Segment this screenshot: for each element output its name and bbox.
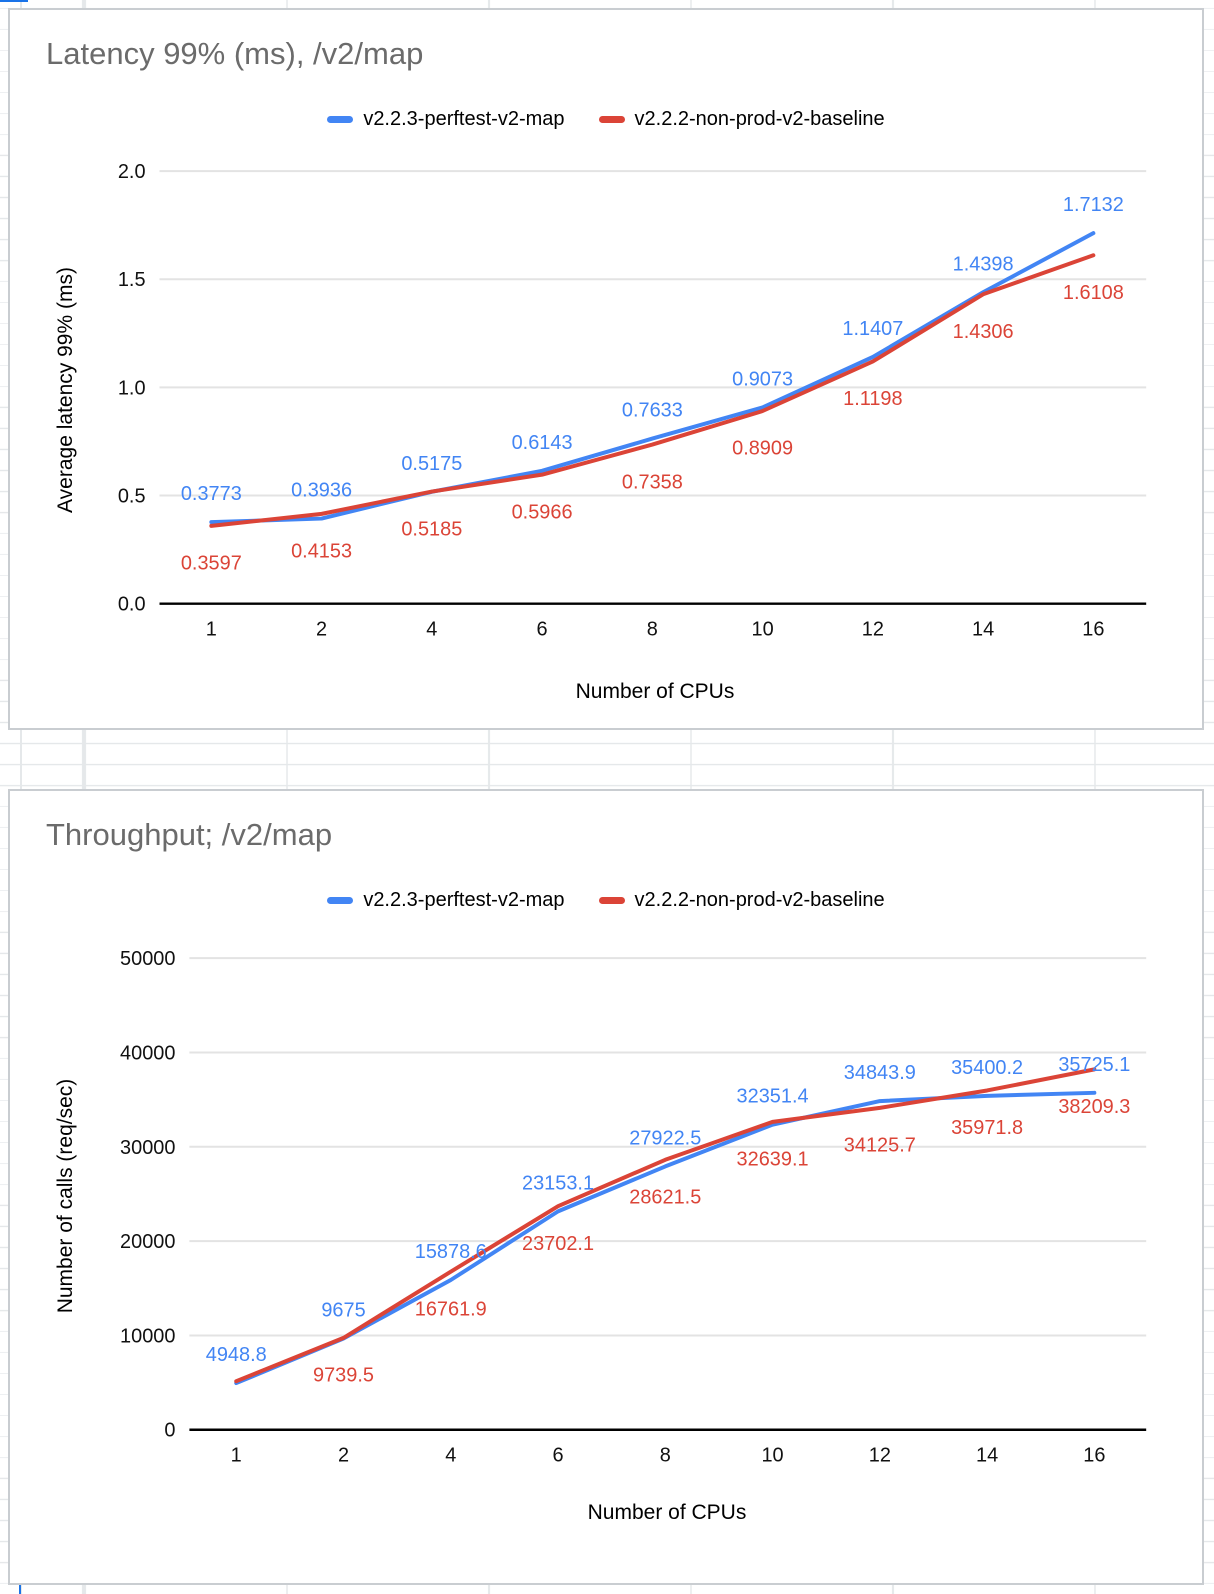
series-line-v2.2.2-non-prod-v2-baseline (209, 253, 1096, 528)
y-axis-title: Average latency 99% (ms) (54, 267, 77, 513)
legend-item: v2.2.2-non-prod-v2-baseline (598, 889, 885, 912)
legend-label: v2.2.3-perftest-v2-map (363, 889, 565, 911)
legend-label: v2.2.2-non-prod-v2-baseline (634, 108, 885, 130)
point-label: 0.8909 (732, 438, 793, 460)
point-label: 16761.9 (415, 1298, 487, 1320)
y-tick-label: 50000 (120, 948, 175, 970)
legend-swatch-blue (327, 116, 354, 123)
x-tick-label: 12 (862, 619, 884, 641)
y-tick-label: 0.0 (118, 594, 146, 616)
point-label: 28621.5 (629, 1187, 701, 1209)
point-label: 0.4153 (291, 541, 352, 563)
point-label: 0.3597 (181, 553, 242, 575)
x-tick-label: 16 (1083, 1445, 1105, 1467)
chart-title: Latency 99% (ms), /v2/map (46, 36, 424, 71)
chart-panel-throughput[interactable]: 0 10000 20000 30000 40000 50000 1 2 4 6 8 10 12 14 16 4… (8, 789, 1204, 1585)
point-label: 32639.1 (737, 1149, 809, 1171)
legend-swatch-red (598, 116, 625, 123)
y-tick-label: 30000 (120, 1137, 175, 1159)
point-label: 0.6143 (512, 432, 573, 454)
point-label: 0.5175 (401, 453, 462, 475)
y-tick-label: 2.0 (118, 161, 146, 183)
point-label: 0.5185 (401, 518, 462, 540)
point-label: 0.3936 (291, 480, 352, 502)
x-tick-label: 1 (231, 1445, 242, 1467)
point-label: 38209.3 (1058, 1096, 1130, 1118)
y-tick-label: 10000 (120, 1325, 175, 1347)
point-label: 1.1407 (842, 318, 903, 340)
legend-item: v2.2.3-perftest-v2-map (327, 108, 565, 131)
legend-label: v2.2.3-perftest-v2-map (363, 108, 565, 130)
legend-swatch-red (598, 897, 625, 904)
chart-title: Throughput; /v2/map (46, 817, 333, 852)
point-label: 35400.2 (951, 1057, 1023, 1079)
point-label: 0.5966 (512, 501, 573, 523)
y-tick-label: 1.5 (118, 269, 146, 291)
point-label: 1.6108 (1063, 282, 1124, 304)
point-label: 23702.1 (522, 1233, 594, 1255)
x-tick-label: 16 (1082, 619, 1104, 641)
legend-item: v2.2.3-perftest-v2-map (327, 889, 565, 912)
x-tick-label: 10 (752, 619, 774, 641)
x-axis-title: Number of CPUs (587, 1501, 747, 1524)
point-label: 0.7358 (622, 471, 683, 493)
point-label: 27922.5 (629, 1128, 701, 1150)
point-label: 0.9073 (732, 369, 793, 391)
chart-legend: v2.2.3-perftest-v2-map v2.2.2-non-prod-v… (10, 108, 1202, 131)
y-tick-label: 1.0 (118, 377, 146, 399)
point-label: 9675 (321, 1300, 365, 1322)
x-tick-label: 4 (445, 1445, 456, 1467)
y-tick-label: 0 (164, 1420, 175, 1442)
legend-swatch-blue (327, 897, 354, 904)
point-label: 34125.7 (844, 1135, 916, 1157)
point-label: 32351.4 (737, 1086, 809, 1108)
legend-label: v2.2.2-non-prod-v2-baseline (634, 889, 885, 911)
chart-legend: v2.2.3-perftest-v2-map v2.2.2-non-prod-v… (10, 889, 1202, 912)
x-tick-label: 8 (660, 1445, 671, 1467)
point-label: 35725.1 (1058, 1054, 1130, 1076)
y-axis-title: Number of calls (req/sec) (54, 1078, 77, 1314)
x-tick-label: 8 (647, 619, 658, 641)
x-tick-label: 10 (761, 1445, 783, 1467)
point-label: 34843.9 (844, 1062, 916, 1084)
series-line-v2.2.2-non-prod-v2-baseline (234, 1067, 1097, 1384)
y-tick-label: 20000 (120, 1231, 175, 1253)
series-line-v2.2.3-perftest-v2-map (209, 231, 1096, 525)
point-label: 4948.8 (206, 1344, 267, 1366)
x-tick-label: 1 (206, 619, 217, 641)
selection-indicator (0, 0, 28, 2)
x-tick-label: 2 (338, 1445, 349, 1467)
x-tick-label: 6 (537, 619, 548, 641)
point-label: 1.1198 (843, 388, 902, 410)
point-label: 0.3773 (181, 483, 242, 505)
point-label: 1.4398 (953, 253, 1014, 275)
y-tick-label: 0.5 (118, 486, 146, 508)
point-label: 15878.6 (415, 1241, 487, 1263)
point-label: 9739.5 (313, 1365, 374, 1387)
y-tick-label: 40000 (120, 1042, 175, 1064)
point-label: 1.4306 (953, 321, 1014, 343)
point-label: 1.7132 (1063, 194, 1124, 216)
point-label: 0.7633 (622, 400, 683, 422)
x-tick-label: 14 (976, 1445, 998, 1467)
x-axis-title: Number of CPUs (575, 680, 735, 703)
chart-panel-latency[interactable]: 0.0 0.5 1.0 1.5 2.0 1 2 4 6 8 10 12 14 16 0.3773 0.3936… (8, 8, 1204, 730)
point-label: 23153.1 (522, 1173, 594, 1195)
point-label: 35971.8 (951, 1117, 1023, 1139)
legend-item: v2.2.2-non-prod-v2-baseline (598, 108, 885, 131)
x-tick-label: 2 (316, 619, 327, 641)
x-tick-label: 12 (869, 1445, 891, 1467)
x-tick-label: 14 (972, 619, 994, 641)
plot-area: 0.00.51.01.52.01 2 4 6 8 10 12 14 160.3773 0.3936… (118, 161, 1147, 641)
x-tick-label: 6 (552, 1445, 563, 1467)
x-tick-label: 4 (426, 619, 437, 641)
